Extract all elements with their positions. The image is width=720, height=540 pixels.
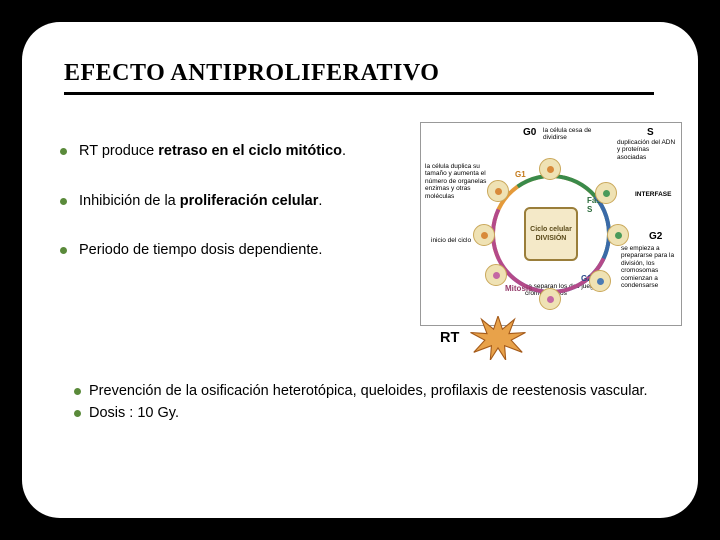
title-underline — [64, 92, 654, 95]
lower-bullets: Prevención de la osificación heterotópic… — [60, 382, 656, 425]
bullet-bold: retraso en el ciclo mitótico — [158, 143, 342, 159]
bullet-text: Inhibición de la — [79, 193, 180, 209]
main-bullets: RT produce retraso en el ciclo mitótico.… — [60, 142, 400, 291]
lower-bullet-2: Dosis : 10 Gy. — [60, 404, 656, 424]
bullet-bold: proliferación celular — [180, 193, 319, 209]
cell-icon — [595, 182, 617, 204]
bullet-2: Inhibición de la proliferación celular. — [60, 192, 400, 212]
bullet-icon — [60, 247, 67, 254]
cell-icon — [589, 270, 611, 292]
cell-icon — [607, 224, 629, 246]
interfase-label: INTERFASE — [635, 191, 679, 198]
slide-title: EFECTO ANTIPROLIFERATIVO — [64, 60, 439, 87]
bullet-icon — [74, 410, 81, 417]
lower-bullet-text: Dosis : 10 Gy. — [89, 404, 179, 424]
bullet-icon — [60, 148, 67, 155]
g1-ring-label: G1 — [515, 170, 526, 179]
bullet-text: Periodo de tiempo dosis dependiente. — [79, 242, 322, 258]
slide-frame: EFECTO ANTIPROLIFERATIVO RT produce retr… — [22, 22, 698, 518]
lower-bullet-1: Prevención de la osificación heterotópic… — [60, 382, 656, 402]
s-desc: duplicación del ADN y proteínas asociada… — [617, 139, 679, 161]
bullet-1: RT produce retraso en el ciclo mitótico. — [60, 142, 400, 162]
rt-label: RT — [440, 330, 459, 346]
bullet-text: RT produce — [79, 143, 158, 159]
cycle-center: Ciclo celular DIVISIÓN — [524, 207, 578, 261]
cell-icon — [485, 264, 507, 286]
lower-bullet-text: Prevención de la osificación heterotópic… — [89, 382, 656, 402]
cell-icon — [487, 180, 509, 202]
g2-phase-label: G2 — [649, 231, 662, 242]
g1-desc: la célula duplica su tamaño y aumenta el… — [425, 163, 491, 200]
bullet-icon — [60, 198, 67, 205]
g2-desc: se empieza a prepararse para la división… — [621, 245, 681, 290]
bullet-3: Periodo de tiempo dosis dependiente. — [60, 241, 400, 261]
cell-cycle-diagram: G0 la célula cesa de dividirse S duplica… — [420, 122, 682, 326]
inicio-label: inicio del ciclo — [431, 237, 477, 244]
cycle-ring: Ciclo celular DIVISIÓN G1 Fase S G2 Mito… — [491, 174, 611, 294]
cell-icon — [473, 224, 495, 246]
g0-phase-label: G0 — [523, 127, 536, 138]
g0-desc: la célula cesa de dividirse — [543, 127, 603, 142]
m-ring-label: Mitosis — [505, 284, 533, 293]
cell-icon — [539, 288, 561, 310]
bullet-icon — [74, 388, 81, 395]
cell-icon — [539, 158, 561, 180]
star-burst-icon — [470, 316, 526, 360]
s-phase-label: S — [647, 127, 654, 138]
